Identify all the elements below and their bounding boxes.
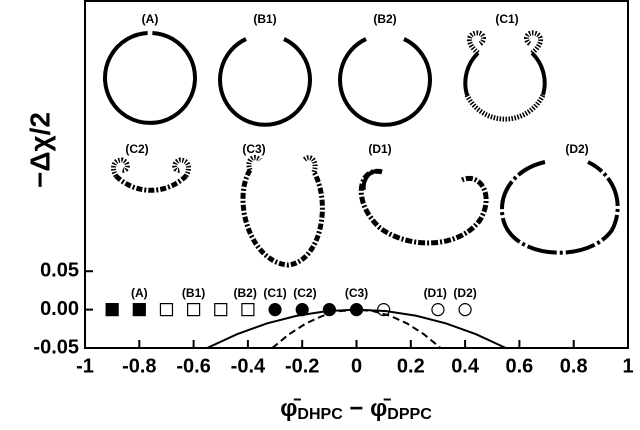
shape — [246, 155, 262, 171]
x-tick-label: 0 — [351, 355, 362, 377]
marker — [377, 303, 391, 317]
y-tick-label: -0.05 — [33, 336, 79, 358]
marker — [132, 303, 146, 317]
x-tick-label: -1 — [76, 355, 94, 377]
shape — [358, 168, 489, 246]
point-label: (C2) — [293, 286, 316, 300]
shape-label: (B2) — [373, 12, 396, 26]
marker — [458, 303, 472, 317]
y-tick-label: 0.00 — [40, 298, 79, 320]
shape — [111, 157, 130, 178]
curve — [271, 308, 442, 349]
shape-label: (B1) — [253, 12, 276, 26]
point-label: (C1) — [263, 286, 286, 300]
shape — [240, 168, 325, 268]
marker — [187, 303, 201, 317]
x-tick-label: 0.2 — [397, 355, 425, 377]
marker — [431, 303, 445, 317]
shape-diagrams: (A) (B1) (B2) (C1) (C2) (C3) (D1) (D2) — [103, 12, 620, 268]
x-axis-label: φ̄DHPC − φ̄DPPC — [280, 395, 432, 423]
x-label-subscript: DPPC — [387, 406, 432, 423]
x-tick-label: -0.4 — [231, 355, 266, 377]
shape — [338, 37, 432, 127]
point-label: (A) — [131, 286, 148, 300]
point-label: (D1) — [424, 286, 447, 300]
x-tick-label: 0.6 — [505, 355, 533, 377]
shape — [361, 169, 383, 191]
marker — [105, 303, 119, 317]
point-label: (B1) — [182, 286, 205, 300]
shape-label: (C3) — [242, 142, 265, 156]
x-tick-label: 1 — [622, 355, 633, 377]
marker — [268, 303, 282, 317]
shape — [499, 160, 620, 255]
shape-label: (C2) — [125, 142, 148, 156]
point-label: (B2) — [234, 286, 257, 300]
shape — [218, 37, 312, 127]
point-label: (C3) — [345, 286, 368, 300]
x-label-subscript: DHPC — [297, 406, 343, 423]
shape — [524, 30, 543, 55]
marker — [241, 303, 255, 317]
x-label-part: φ̄ — [280, 395, 301, 422]
shape — [530, 51, 547, 96]
x-tick-label: -0.2 — [285, 355, 319, 377]
shape — [103, 31, 197, 125]
shape — [172, 157, 191, 178]
shape-label: (D2) — [565, 142, 588, 156]
marker — [214, 303, 228, 317]
x-tick-label: -0.8 — [122, 355, 156, 377]
shape — [114, 174, 188, 193]
x-tick-label: 0.4 — [451, 355, 480, 377]
point-label: (D2) — [453, 286, 476, 300]
shape — [302, 155, 318, 173]
shape-label: (A) — [142, 12, 159, 26]
x-label-part: φ̄ — [370, 395, 391, 422]
x-tick-label: 0.8 — [560, 355, 588, 377]
y-axis-label: −Δχ/2 — [24, 112, 55, 188]
x-tick-label: -0.6 — [176, 355, 210, 377]
x-label-part: − — [343, 395, 370, 422]
shape-label: (D1) — [368, 142, 391, 156]
marker — [159, 303, 174, 317]
shape — [463, 51, 480, 96]
y-tick-label: 0.05 — [40, 260, 79, 282]
shape — [464, 93, 546, 122]
shape — [467, 30, 486, 55]
shape-label: (C1) — [495, 12, 518, 26]
